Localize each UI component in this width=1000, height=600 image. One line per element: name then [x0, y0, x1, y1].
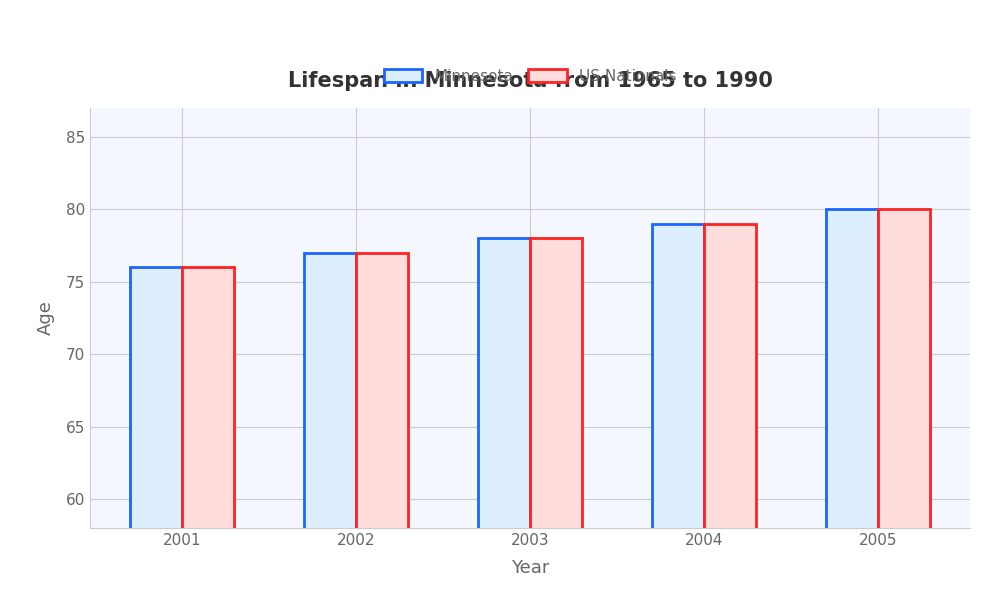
Bar: [652, 224, 704, 600]
Bar: [304, 253, 356, 600]
Bar: [530, 238, 582, 600]
Legend: Minnesota, US Nationals: Minnesota, US Nationals: [376, 61, 684, 91]
Bar: [878, 209, 930, 600]
Bar: [356, 253, 408, 600]
Bar: [182, 268, 234, 600]
Bar: [130, 268, 182, 600]
Bar: [704, 224, 756, 600]
Bar: [478, 238, 530, 600]
Y-axis label: Age: Age: [37, 301, 55, 335]
Title: Lifespan in Minnesota from 1965 to 1990: Lifespan in Minnesota from 1965 to 1990: [288, 71, 772, 91]
Bar: [826, 209, 878, 600]
X-axis label: Year: Year: [511, 559, 549, 577]
